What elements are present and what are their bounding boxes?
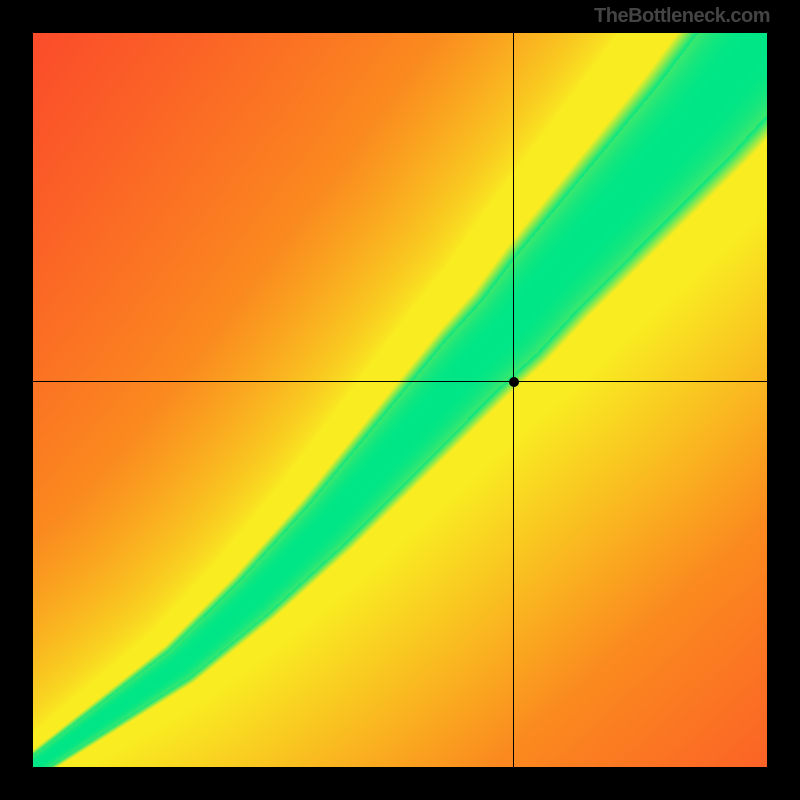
crosshair-horizontal bbox=[33, 381, 767, 382]
heatmap-canvas bbox=[33, 33, 767, 767]
crosshair-vertical bbox=[513, 33, 514, 767]
heatmap-plot bbox=[33, 33, 767, 767]
marker-point bbox=[509, 377, 519, 387]
attribution-text: TheBottleneck.com bbox=[594, 5, 770, 28]
